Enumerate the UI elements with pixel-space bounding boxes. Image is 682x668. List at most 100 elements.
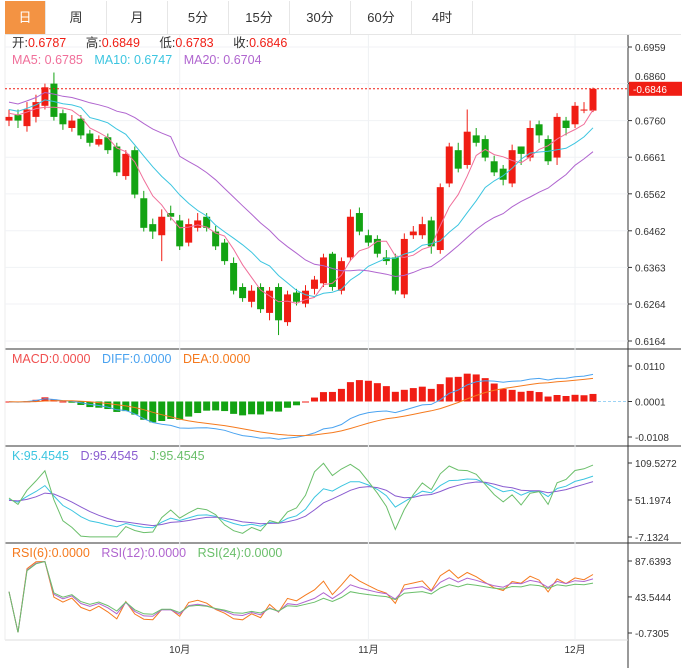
macd-legend: MACD:0.0000 DIFF:0.0000 DEA:0.0000 xyxy=(12,352,258,367)
diff-label: DIFF:0.0000 xyxy=(102,352,172,366)
rsi12-label: RSI(12):0.0000 xyxy=(101,546,187,560)
macd-bar xyxy=(131,401,139,415)
rsi12-line xyxy=(8,560,594,633)
candle-up xyxy=(95,139,103,145)
tab-60min[interactable]: 60分 xyxy=(351,1,412,34)
candle-down xyxy=(257,287,265,310)
candle-up xyxy=(194,220,202,228)
kdj-tick-label: 51.1974 xyxy=(635,496,672,507)
ohlc-legend: 开:0.6787 高:0.6849 低:0.6783 收:0.6846 xyxy=(12,36,303,51)
candle-down xyxy=(328,253,336,288)
tab-day[interactable]: 日 xyxy=(5,1,46,34)
macd-label: MACD:0.0000 xyxy=(12,352,91,366)
candle-down xyxy=(454,150,462,169)
macd-bar xyxy=(95,401,103,408)
low-value: 0.6783 xyxy=(175,36,214,50)
macd-bar xyxy=(463,373,471,402)
macd-bar xyxy=(319,392,327,402)
macd-bar xyxy=(104,401,112,410)
candle-down xyxy=(562,120,570,128)
candle-down xyxy=(472,135,480,143)
candle-down xyxy=(221,242,229,262)
tab-month[interactable]: 月 xyxy=(107,1,168,34)
candle-down xyxy=(382,257,390,262)
macd-bar xyxy=(409,388,417,402)
rsi24-label: RSI(24):0.0000 xyxy=(197,546,283,560)
tab-15min[interactable]: 15分 xyxy=(229,1,290,34)
candle-up xyxy=(68,120,76,128)
candle-up xyxy=(418,224,426,236)
candle-down xyxy=(364,235,372,243)
macd-bar xyxy=(275,401,283,412)
candle-up xyxy=(185,224,193,243)
candle-down xyxy=(167,213,175,217)
macd-bar xyxy=(499,388,507,402)
x-tick-label: 10月 xyxy=(169,644,190,656)
candle-up xyxy=(248,290,256,302)
ma10-label: MA10: 0.6747 xyxy=(94,53,173,67)
candle-down xyxy=(50,83,58,117)
candle-down xyxy=(131,150,139,195)
candle-up xyxy=(337,261,345,291)
tab-week[interactable]: 周 xyxy=(46,1,107,34)
candle-down xyxy=(427,220,435,247)
candle-down xyxy=(59,113,67,125)
macd-bar xyxy=(221,401,229,412)
macd-bar xyxy=(508,389,516,402)
macd-tick-label: -0.0108 xyxy=(635,433,669,444)
tab-5min[interactable]: 5分 xyxy=(168,1,229,34)
candle-down xyxy=(490,161,498,173)
candle-down xyxy=(176,220,184,247)
macd-bar xyxy=(176,401,184,420)
x-tick-label: 12月 xyxy=(564,644,585,656)
candle-down xyxy=(239,287,247,299)
macd-bar xyxy=(284,401,292,408)
dea-line xyxy=(8,377,594,437)
macd-bar xyxy=(436,384,444,402)
candle-up xyxy=(346,216,354,258)
candle-up xyxy=(553,116,561,158)
macd-bar xyxy=(77,401,85,405)
candle-down xyxy=(391,257,399,291)
price-tick-label: 0.6760 xyxy=(635,117,666,128)
candle-down xyxy=(113,146,121,173)
macd-bar xyxy=(490,383,498,402)
candle-up xyxy=(301,290,309,304)
rsi-tick-label: 87.6393 xyxy=(635,557,672,568)
candle-up xyxy=(5,116,13,121)
candle-down xyxy=(86,133,94,143)
macd-bar xyxy=(266,401,274,412)
macd-bar xyxy=(454,376,462,402)
candle-up xyxy=(23,109,31,127)
candle-up xyxy=(589,88,597,111)
price-tick-label: 0.6462 xyxy=(635,227,666,238)
ma-legend: MA5: 0.6785 MA10: 0.6747 MA20: 0.6704 xyxy=(12,53,270,68)
macd-bar xyxy=(544,396,552,402)
tab-30min[interactable]: 30分 xyxy=(290,1,351,34)
macd-bar xyxy=(553,394,561,402)
candle-down xyxy=(140,198,148,228)
price-tick-label: 0.6959 xyxy=(635,43,666,54)
price-tick-label: 0.6860 xyxy=(635,72,666,83)
j-label: J:95.4545 xyxy=(149,449,205,463)
x-tick-label: 11月 xyxy=(358,644,378,656)
open-value: 0.6787 xyxy=(27,36,67,50)
high-label: 高: xyxy=(85,36,102,50)
macd-bar xyxy=(41,397,49,402)
macd-bar xyxy=(391,391,399,402)
macd-bar xyxy=(293,401,301,406)
k-label: K:95.4545 xyxy=(12,449,69,463)
candle-down xyxy=(373,238,381,254)
macd-bar xyxy=(400,389,408,402)
high-value: 0.6849 xyxy=(101,36,140,50)
price-tick-label: 0.6562 xyxy=(635,190,666,201)
macd-bar xyxy=(535,392,543,402)
open-label: 开: xyxy=(12,36,28,50)
candle-up xyxy=(445,146,453,184)
macd-bar xyxy=(445,377,453,402)
macd-bar xyxy=(203,401,211,411)
tab-4h[interactable]: 4时 xyxy=(412,1,473,34)
candle-up xyxy=(310,279,318,289)
candle-up xyxy=(158,216,166,236)
candle-down xyxy=(230,262,238,291)
